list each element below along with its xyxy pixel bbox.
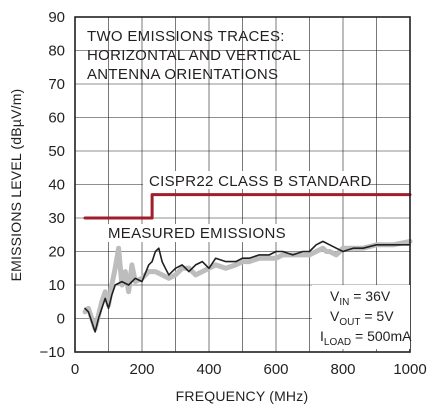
top-note-line1: TWO EMISSIONS TRACES: [87,28,285,45]
y-tick-label: 80 [48,43,65,60]
y-tick-label: 30 [48,210,65,227]
condition-iload: ILOAD = 500mA [320,328,412,348]
tick-labels: 0 200 400 600 800 1000 −10 0 10 20 30 40 50 60 70 80 90 [40,9,427,378]
x-tick-label: 200 [129,361,154,378]
y-tick-label: 60 [48,110,65,127]
y-tick-label: −10 [40,344,65,361]
x-tick-label: 800 [330,361,355,378]
condition-vin: VIN = 36V [330,288,391,308]
y-axis-title: EMISSIONS LEVEL (dBµV/m) [8,89,24,282]
y-tick-label: 70 [48,76,65,93]
y-tick-label: 0 [57,311,65,328]
series-limit [83,193,412,220]
condition-vout: VOUT = 5V [330,308,394,328]
conditions-bg [312,285,410,349]
measured-label-bg [104,224,280,242]
y-tick-label: 10 [48,277,65,294]
x-tick-label: 400 [196,361,221,378]
x-tick-label: 0 [71,361,79,378]
y-tick-label: 20 [48,244,65,261]
plot-frame [74,16,411,353]
series-measured-trace-1 [82,238,413,332]
series-measured-trace-2 [84,240,411,333]
series-layer [82,193,413,333]
standard-label-bg [143,171,368,189]
y-tick-label: 40 [48,177,65,194]
y-tick-label: 90 [48,9,65,26]
top-note-line2: HORIZONTAL AND VERTICAL [87,47,301,64]
y-tick-label: 50 [48,143,65,160]
measured-label: MEASURED EMISSIONS [108,225,286,242]
x-axis-title: FREQUENCY (MHz) [176,388,309,404]
top-note-line3: ANTENNA ORIENTATIONS [87,66,278,83]
x-tick-label: 1000 [393,361,426,378]
x-tick-label: 600 [263,361,288,378]
standard-label: CISPR22 CLASS B STANDARD [149,173,372,190]
